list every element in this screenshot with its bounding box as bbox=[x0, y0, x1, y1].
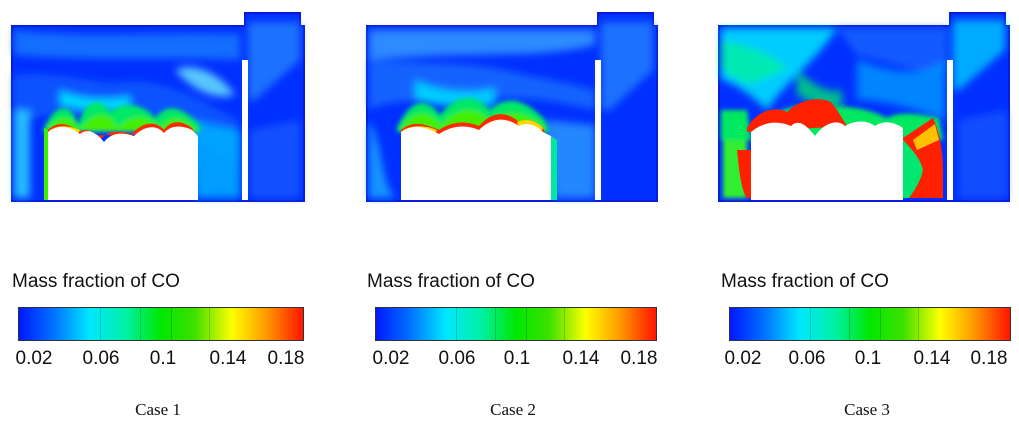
case-1-colorbar bbox=[18, 307, 304, 341]
case-1-tick-2: 0.1 bbox=[149, 348, 177, 369]
case-1-domain bbox=[11, 12, 305, 202]
case-2-label: Case 2 bbox=[490, 400, 536, 419]
case-3-panel: Mass fraction of CO 0.02 0.06 0.1 0.14 0… bbox=[707, 0, 1019, 421]
case-2-contour bbox=[366, 12, 658, 202]
case-1-tick-0: 0.02 bbox=[15, 348, 53, 369]
case-3-tick-1: 0.06 bbox=[788, 348, 826, 369]
case-1-label: Case 1 bbox=[135, 400, 181, 419]
case-2-colorbar bbox=[375, 307, 657, 341]
case-1-colorbar-title: Mass fraction of CO bbox=[12, 271, 180, 292]
case-2-colorbar-title: Mass fraction of CO bbox=[367, 271, 535, 292]
case-2-tick-2: 0.1 bbox=[503, 348, 531, 369]
case-2-domain bbox=[366, 12, 658, 202]
case-1-panel: Mass fraction of CO 0.02 0.06 0.1 0.14 0… bbox=[0, 0, 305, 421]
case-2-tick-4: 0.18 bbox=[620, 348, 658, 369]
case-3-tick-3: 0.14 bbox=[913, 348, 951, 369]
case-1-tick-1: 0.06 bbox=[82, 348, 120, 369]
case-3-tick-2: 0.1 bbox=[854, 348, 882, 369]
case-1-tick-4: 0.18 bbox=[267, 348, 305, 369]
case-2-tick-1: 0.06 bbox=[438, 348, 476, 369]
case-2-panel: Mass fraction of CO 0.02 0.06 0.1 0.14 0… bbox=[355, 0, 675, 421]
case-3-colorbar bbox=[729, 307, 1011, 341]
case-3-domain bbox=[718, 12, 1010, 202]
case-2-tick-3: 0.14 bbox=[562, 348, 600, 369]
case-3-tick-0: 0.02 bbox=[724, 348, 762, 369]
case-2-tick-0: 0.02 bbox=[372, 348, 410, 369]
case-1-contour bbox=[11, 12, 305, 202]
case-3-tick-4: 0.18 bbox=[970, 348, 1008, 369]
case-3-contour bbox=[718, 12, 1010, 202]
case-3-colorbar-title: Mass fraction of CO bbox=[721, 271, 889, 292]
case-1-tick-3: 0.14 bbox=[209, 348, 247, 369]
case-3-label: Case 3 bbox=[844, 400, 890, 419]
